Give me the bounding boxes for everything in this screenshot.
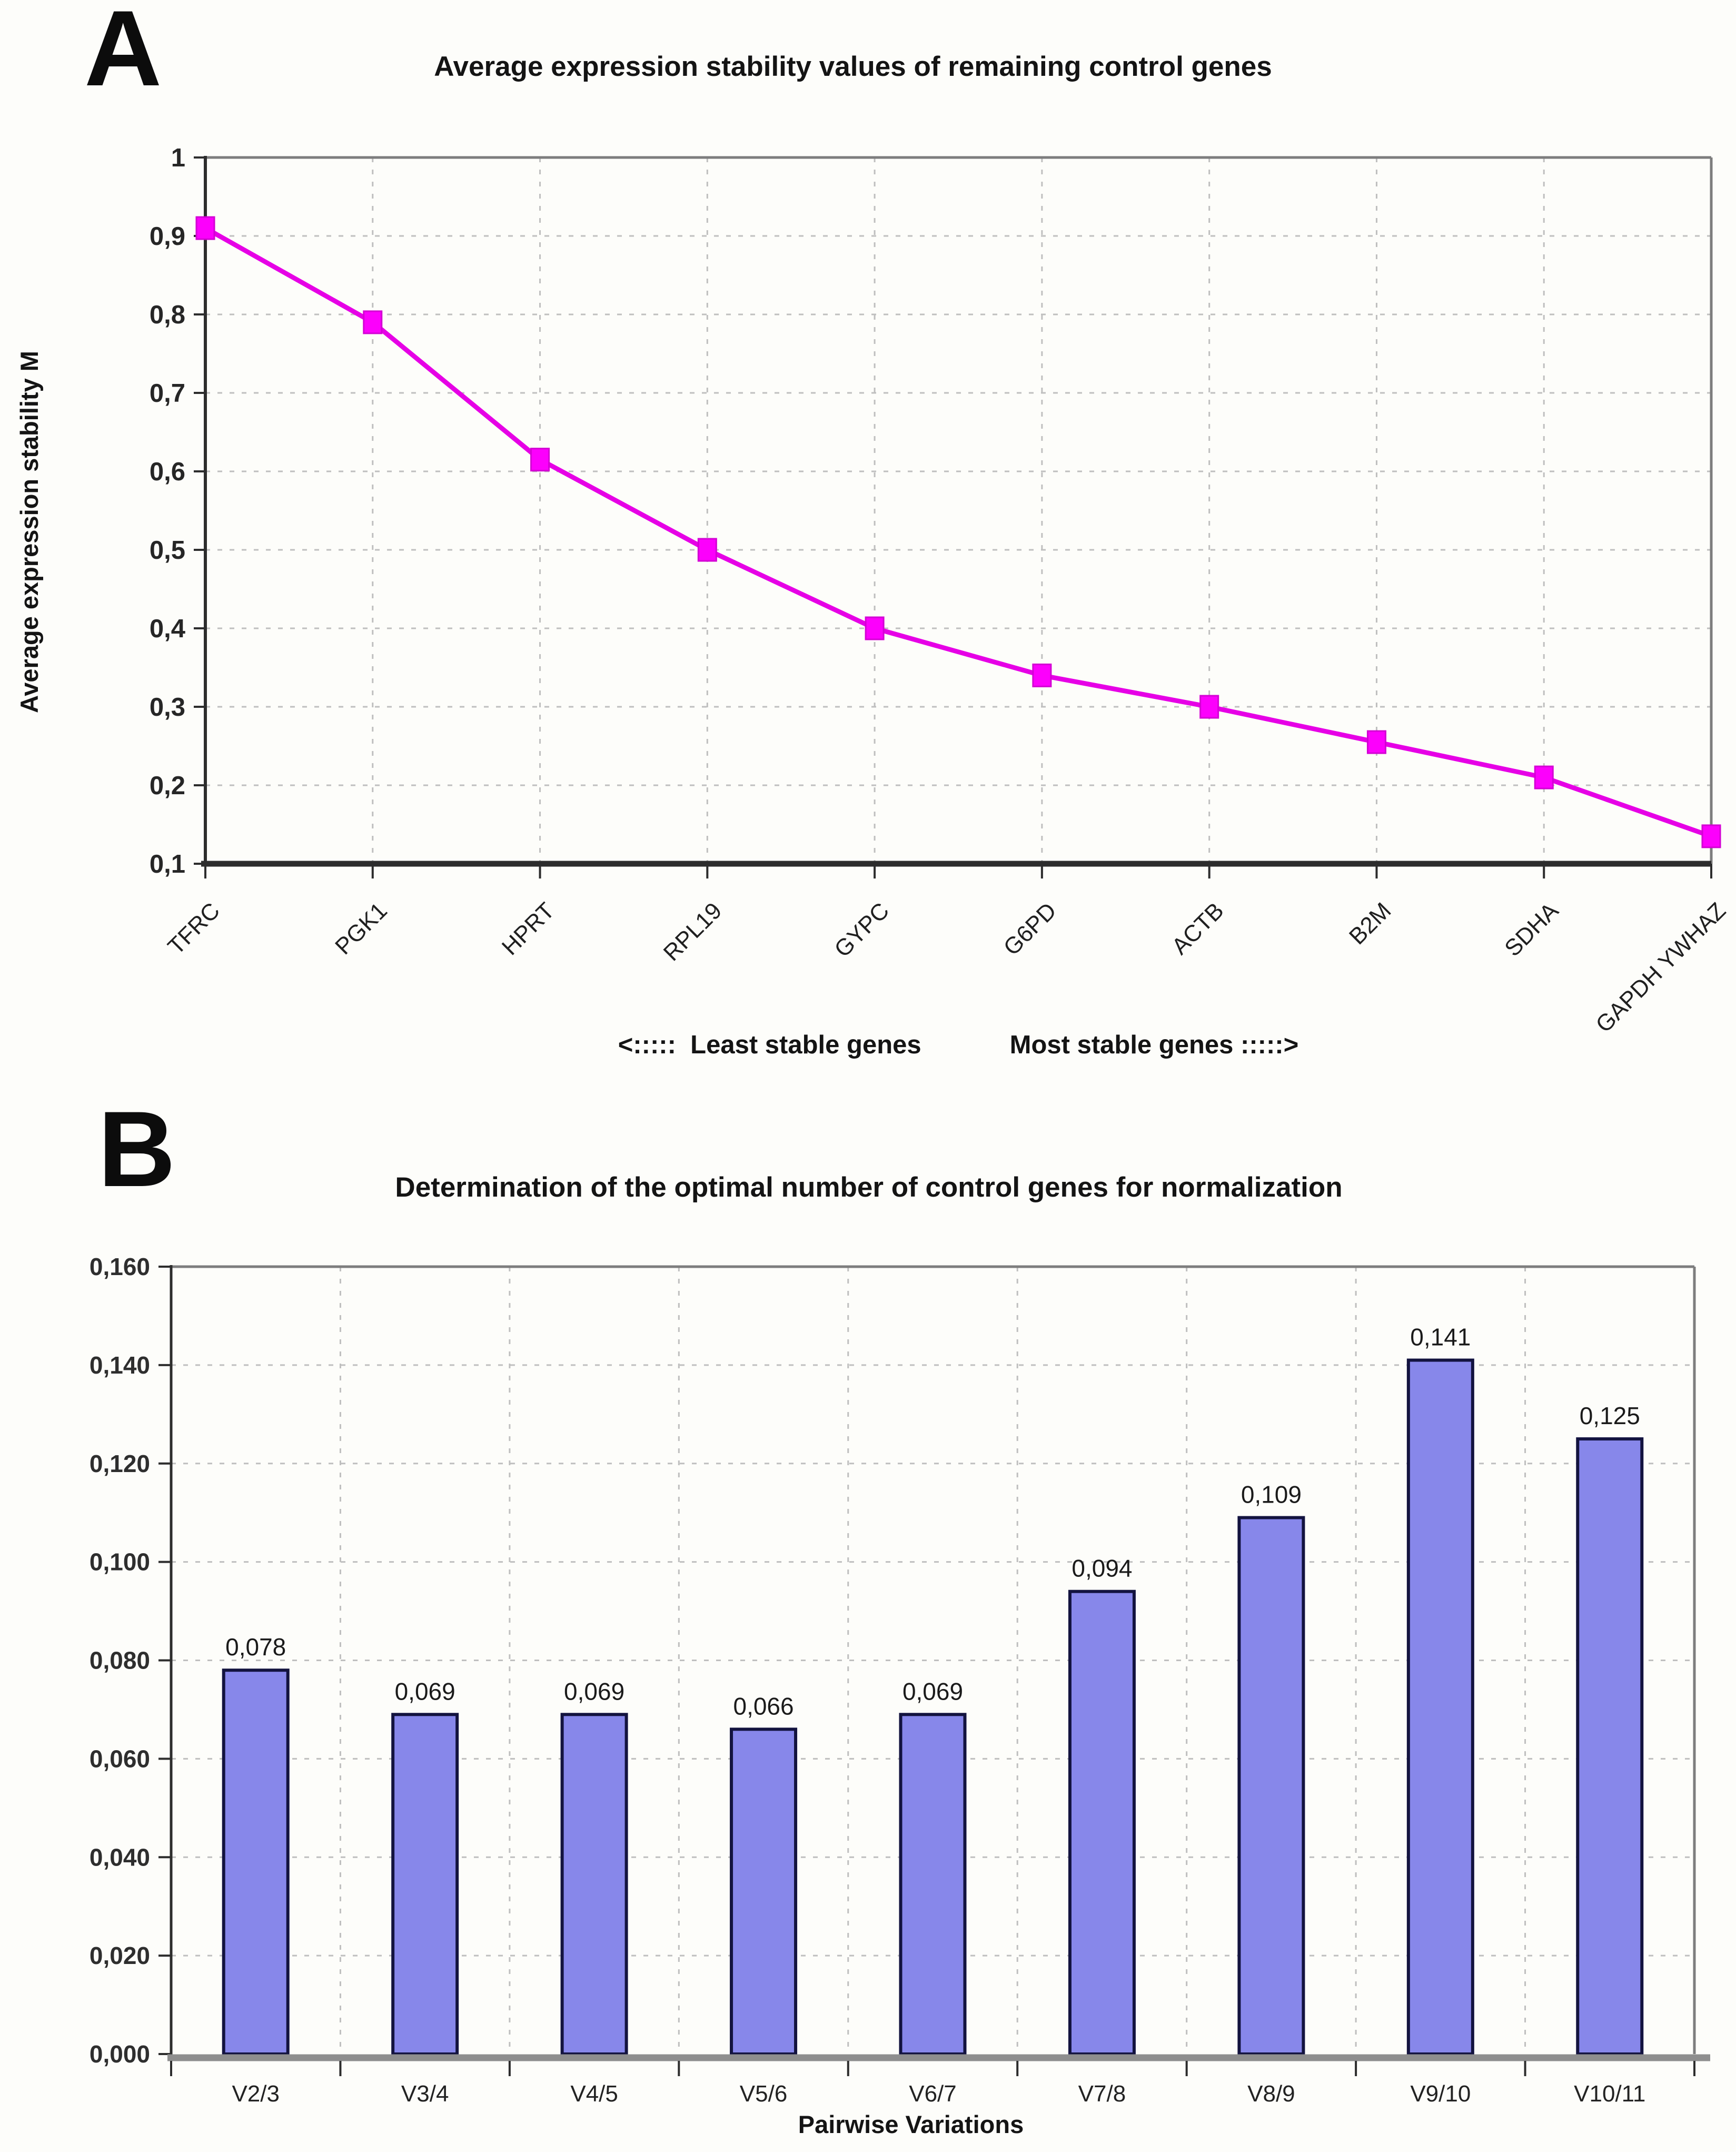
bar — [1406, 1358, 1474, 2056]
category-label: V4/5 — [570, 2081, 618, 2107]
panel-b-label: B — [98, 1089, 176, 1209]
y-tick-label: 0,6 — [150, 458, 185, 486]
stability-line-chart: 0,1 0,2 0,3 0,4 0,5 0,6 0,7 0,8 0,9 1 TFRC PGK1 HPRT… — [15, 144, 1731, 1038]
bar — [899, 1713, 967, 2056]
category-label: V8/9 — [1247, 2081, 1295, 2107]
least-stable-genes-label: <::::: Least stable genes — [618, 1031, 921, 1059]
gene-label: SDHA — [1500, 897, 1564, 962]
y-tick-label: 0,160 — [90, 1253, 150, 1280]
gene-label: GYPC — [829, 897, 894, 962]
bar-value-label: 0,069 — [564, 1677, 624, 1705]
data-point-marker — [363, 310, 383, 334]
y-axis-title: Average expression stability M — [15, 351, 43, 713]
gene-label: B2M — [1344, 897, 1396, 950]
bar — [560, 1713, 628, 2056]
bar-value-label: 0,069 — [902, 1677, 963, 1705]
category-label: V5/6 — [740, 2081, 788, 2107]
data-point-marker — [1199, 695, 1219, 719]
y-tick-label: 0,9 — [150, 222, 185, 251]
bar-value-label: 0,109 — [1241, 1481, 1302, 1508]
category-label: V10/11 — [1574, 2081, 1645, 2107]
bar-value-label: 0,078 — [225, 1633, 286, 1661]
y-tick-label: 0,120 — [90, 1450, 150, 1477]
gene-label: GAPDH YWHAZ — [1591, 897, 1731, 1038]
y-tick-label: 0,100 — [90, 1548, 150, 1576]
y-tick-label: 0,000 — [90, 2040, 150, 2068]
y-tick-label: 0,5 — [150, 536, 185, 565]
bar — [1068, 1590, 1136, 2056]
gene-label: ACTB — [1167, 897, 1229, 960]
data-point-marker — [865, 616, 885, 640]
data-point-marker — [1366, 730, 1386, 754]
line-series — [204, 226, 1712, 839]
y-tick-label: 0,060 — [90, 1745, 150, 1772]
y-tick-label: 0,8 — [150, 301, 185, 329]
gene-label: RPL19 — [659, 897, 727, 966]
pairwise-variation-bar-chart: 0,000 0,020 0,040 0,060 0,080 0,100 0,120 0,140… — [90, 1253, 1710, 2107]
bar-value-label: 0,094 — [1072, 1555, 1132, 1582]
bar — [1576, 1437, 1644, 2056]
y-tick-label: 0,020 — [90, 1942, 150, 1969]
bar-value-label: 0,069 — [395, 1677, 455, 1705]
category-label: V3/4 — [401, 2081, 449, 2107]
category-label: V9/10 — [1410, 2081, 1471, 2107]
panel-b-title: Determination of the optimal number of c… — [395, 1172, 1343, 1203]
gene-label: TFRC — [163, 897, 225, 960]
data-point-marker — [1701, 824, 1721, 848]
panel-a-label: A — [84, 0, 162, 108]
stability-direction-annotation: <::::: Least stable genes Most stable ge… — [205, 1030, 1711, 1060]
bar-value-label: 0,066 — [733, 1692, 793, 1720]
y-tick-label: 1 — [171, 144, 185, 172]
gene-label: PGK1 — [330, 897, 392, 960]
x-axis-title: Pairwise Variations — [798, 2110, 1024, 2138]
y-tick-label: 0,4 — [150, 615, 185, 643]
category-label: V2/3 — [232, 2081, 280, 2107]
bar — [730, 1727, 798, 2056]
y-tick-label: 0,3 — [150, 693, 185, 722]
gene-label: G6PD — [999, 897, 1062, 960]
category-label: V7/8 — [1078, 2081, 1126, 2107]
panel-a-title: Average expression stability values of r… — [434, 51, 1272, 82]
y-tick-label: 0,040 — [90, 1843, 150, 1871]
most-stable-genes-label: Most stable genes :::::> — [1009, 1031, 1299, 1059]
data-point-marker — [697, 538, 717, 562]
y-tick-label: 0,1 — [150, 850, 185, 878]
y-tick-label: 0,2 — [150, 772, 185, 800]
bar — [1237, 1516, 1305, 2056]
data-point-marker — [1534, 765, 1554, 789]
data-point-marker — [1032, 663, 1052, 687]
data-point-marker — [195, 216, 215, 240]
bar-value-label: 0,125 — [1580, 1402, 1640, 1429]
gene-label: HPRT — [497, 897, 560, 960]
y-tick-label: 0,080 — [90, 1647, 150, 1674]
bar — [222, 1669, 290, 2056]
data-point-marker — [530, 448, 550, 472]
bar — [391, 1713, 459, 2056]
y-tick-label: 0,140 — [90, 1351, 150, 1379]
category-label: V6/7 — [909, 2081, 957, 2107]
y-tick-label: 0,7 — [150, 379, 185, 408]
bar-value-label: 0,141 — [1410, 1324, 1471, 1351]
